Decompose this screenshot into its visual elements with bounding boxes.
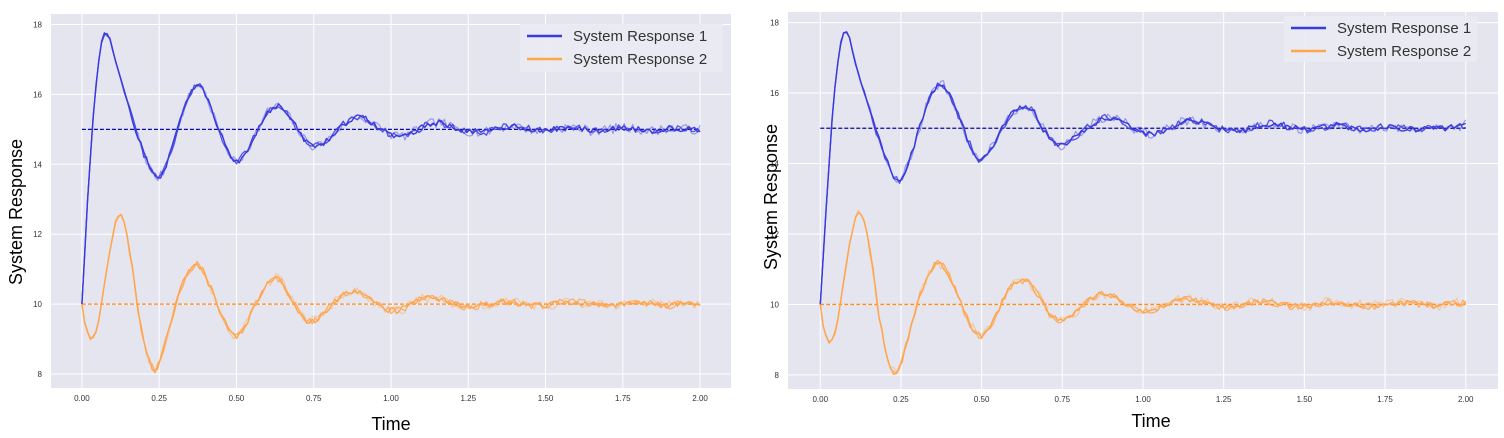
x-tick-label: 0.50 (229, 394, 245, 403)
legend: System Response 1 System Response 2 (520, 24, 723, 72)
x-tick-label: 0.25 (893, 395, 909, 404)
legend-box (520, 24, 723, 72)
x-tick-label: 0.00 (74, 394, 90, 403)
y-tick-label: 12 (33, 230, 42, 239)
chart-right: 0.00 0.25 0.50 0.75 1.00 1.25 1.50 1.75 2.00 8 10 1… (761, 12, 1498, 431)
y-axis-label: System Response (761, 124, 781, 270)
x-tick-label: 0.75 (306, 394, 322, 403)
x-tick-label: 1.50 (538, 394, 554, 403)
x-axis-label: Time (1131, 411, 1170, 431)
y-tick-label: 12 (770, 230, 779, 239)
y-tick-label: 16 (770, 89, 779, 98)
x-tick-label: 1.25 (460, 394, 476, 403)
y-tick-label: 8 (38, 370, 43, 379)
series-line (81, 32, 701, 305)
series-line (819, 211, 1467, 375)
x-tick-label: 1.75 (1377, 395, 1393, 404)
x-tick-label: 1.75 (615, 394, 631, 403)
series-line (81, 214, 701, 373)
y-tick-label: 18 (33, 20, 42, 29)
x-tick-label: 0.25 (151, 394, 167, 403)
x-axis-label: Time (371, 414, 410, 434)
x-tick-label: 1.25 (1216, 395, 1232, 404)
legend-box (1284, 16, 1477, 62)
x-tick-label: 0.50 (974, 395, 990, 404)
y-tick-label: 10 (770, 300, 779, 309)
chart-panel-right: 0.00 0.25 0.50 0.75 1.00 1.25 1.50 1.75 2.00 8 10 1… (755, 0, 1504, 438)
legend-label: System Response 2 (1337, 43, 1471, 60)
x-tick-label: 1.00 (1135, 395, 1151, 404)
series-line (819, 31, 1466, 305)
x-tick-label: 1.00 (383, 394, 399, 403)
series-line (819, 31, 1466, 305)
y-tick-label: 16 (33, 90, 42, 99)
y-tick-label: 14 (770, 160, 779, 169)
y-tick-label: 18 (770, 19, 779, 28)
x-tick-label: 1.50 (1297, 395, 1313, 404)
legend: System Response 1 System Response 2 (1284, 16, 1477, 62)
legend-label: System Response 2 (573, 51, 707, 68)
y-tick-label: 8 (775, 371, 780, 380)
x-tick-label: 2.00 (1458, 395, 1474, 404)
x-tick-label: 0.00 (812, 395, 828, 404)
x-tick-label: 2.00 (692, 394, 708, 403)
legend-label: System Response 1 (1337, 20, 1471, 37)
y-tick-label: 14 (33, 160, 42, 169)
x-tick-label: 0.75 (1055, 395, 1071, 404)
y-axis-label: System Response (6, 139, 26, 285)
legend-label: System Response 1 (573, 28, 707, 45)
plot-group: 0.00 0.25 0.50 0.75 1.00 1.25 1.50 1.75 2.00 8 10 1… (770, 12, 1498, 404)
chart-panel-left: 0.00 0.25 0.50 0.75 1.00 1.25 1.50 1.75 2.00 8 10 1… (0, 0, 740, 438)
plot-group: 0.00 0.25 0.50 0.75 1.00 1.25 1.50 1.75 2.00 8 10 1… (33, 14, 731, 403)
chart-left: 0.00 0.25 0.50 0.75 1.00 1.25 1.50 1.75 2.00 8 10 1… (6, 14, 731, 434)
y-tick-label: 10 (33, 300, 42, 309)
